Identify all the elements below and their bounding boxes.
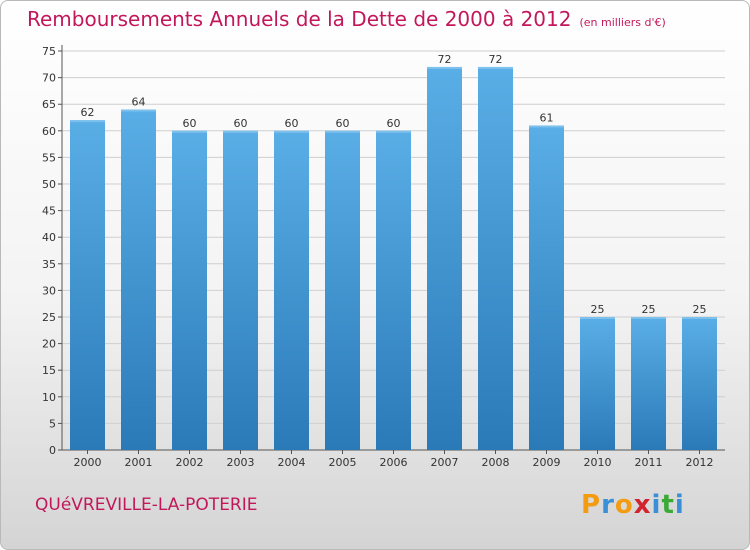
x-tick-label: 2012 [686, 456, 714, 469]
x-tick-label: 2000 [74, 456, 102, 469]
bar-top-edge [478, 66, 513, 69]
logo-letter: x [633, 490, 652, 520]
bar-top-edge [121, 109, 156, 112]
y-tick-label: 15 [42, 364, 56, 377]
bar-top-edge [682, 317, 717, 319]
chart-subtitle: (en milliers d'€) [579, 16, 666, 29]
x-tick-label: 2003 [227, 456, 255, 469]
x-tick-label: 2010 [584, 456, 612, 469]
x-tick-label: 2008 [482, 456, 510, 469]
y-tick-label: 65 [42, 98, 56, 111]
y-tick-label: 0 [49, 444, 56, 457]
bar [325, 130, 360, 451]
data-label: 25 [693, 303, 707, 316]
data-label: 25 [642, 303, 656, 316]
bar-top-edge [223, 130, 258, 133]
data-label: 62 [81, 106, 95, 119]
data-label: 25 [591, 303, 605, 316]
y-tick-label: 10 [42, 391, 56, 404]
bar [70, 120, 105, 450]
city-name: QUéVREVILLE-LA-POTERIE [35, 495, 258, 515]
bar-top-edge [172, 130, 207, 133]
data-label: 72 [438, 53, 452, 66]
axes: 0 5 10 15 20 25 30 35 40 45 50 55 60 65 70 75 2000 2001 20… [42, 45, 725, 469]
bar [274, 130, 309, 451]
logo-letter: i [674, 490, 685, 520]
bar [223, 130, 258, 451]
bar [376, 130, 411, 451]
bar [427, 66, 462, 451]
logo-letter: P [581, 490, 602, 520]
x-tick-label: 2006 [380, 456, 408, 469]
y-tick-label: 30 [42, 284, 56, 297]
logo-letter: o [614, 490, 634, 520]
proxiti-logo: Proxiti [581, 490, 685, 520]
y-tick-label: 5 [49, 417, 56, 430]
bar-top-edge [325, 130, 360, 133]
x-tick-label: 2011 [635, 456, 663, 469]
bar-top-edge [580, 317, 615, 319]
logo-letter: r [601, 490, 615, 520]
bars [70, 66, 717, 451]
x-tick-label: 2007 [431, 456, 459, 469]
x-tick-label: 2005 [329, 456, 357, 469]
x-tick-label: 2001 [125, 456, 153, 469]
bar [580, 317, 615, 450]
bar-top-edge [70, 120, 105, 123]
data-label: 60 [387, 117, 401, 130]
bar [529, 125, 564, 450]
x-tick-label: 2009 [533, 456, 561, 469]
x-tick-label: 2004 [278, 456, 306, 469]
bar [478, 66, 513, 451]
data-label: 60 [183, 117, 197, 130]
data-label: 60 [234, 117, 248, 130]
bar [631, 317, 666, 450]
data-label: 72 [489, 53, 503, 66]
y-tick-label: 25 [42, 311, 56, 324]
bar [121, 109, 156, 451]
data-label: 60 [285, 117, 299, 130]
y-tick-label: 40 [42, 231, 56, 244]
bar-top-edge [631, 317, 666, 319]
bar-top-edge [529, 125, 564, 128]
y-tick-label: 55 [42, 151, 56, 164]
logo-letter: t [661, 490, 675, 520]
bar-top-edge [274, 130, 309, 133]
bar-top-edge [376, 130, 411, 133]
data-label: 60 [336, 117, 350, 130]
chart-title: Remboursements Annuels de la Dette de 20… [27, 7, 666, 31]
bar [682, 317, 717, 450]
data-labels: 62 64 60 60 60 60 60 72 72 61 25 25 25 [81, 53, 707, 316]
y-tick-label: 75 [42, 45, 56, 58]
y-tick-label: 50 [42, 178, 56, 191]
y-tick-label: 60 [42, 125, 56, 138]
logo-letter: i [651, 490, 662, 520]
x-tick-label: 2002 [176, 456, 204, 469]
title-text: Remboursements Annuels de la Dette de 20… [27, 7, 572, 31]
bar-top-edge [427, 66, 462, 69]
data-label: 64 [132, 96, 146, 109]
bar [172, 130, 207, 451]
y-tick-label: 20 [42, 338, 56, 351]
y-tick-label: 35 [42, 258, 56, 271]
y-tick-label: 70 [42, 72, 56, 85]
data-label: 61 [540, 111, 554, 124]
y-tick-label: 45 [42, 205, 56, 218]
